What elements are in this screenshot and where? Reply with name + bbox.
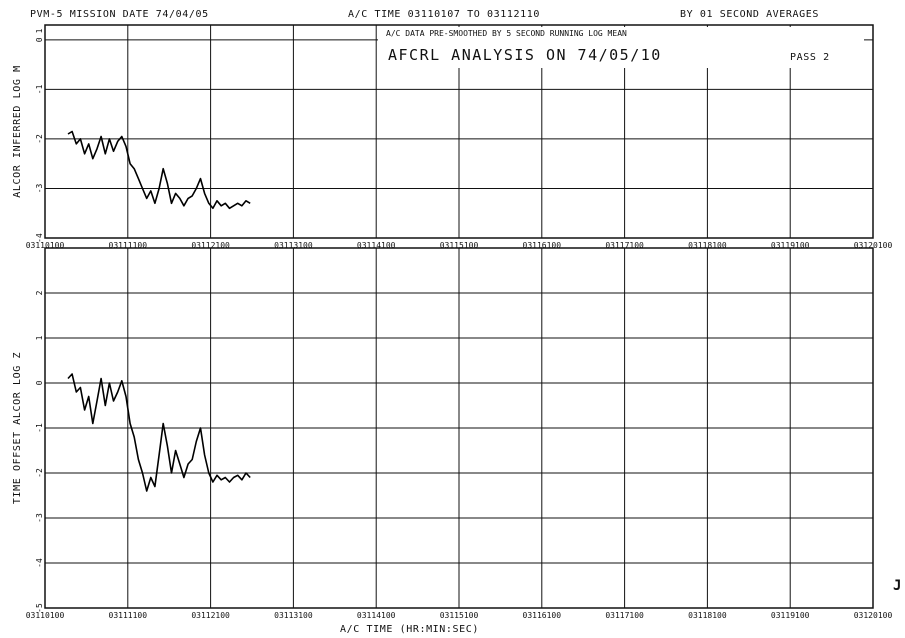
y-tick-label: -4: [35, 233, 44, 243]
y-tick-label: -2: [35, 468, 44, 478]
ac-time-range: A/C TIME 03110107 TO 03112110: [348, 9, 540, 20]
y-tick-label: -5: [35, 603, 44, 613]
x-tick-label: 03111100: [109, 241, 148, 250]
x-tick-label: 03118100: [688, 241, 727, 250]
x-tick-label: 03116100: [523, 241, 562, 250]
x-axis-label: A/C TIME (HR:MIN:SEC): [340, 624, 479, 635]
y-tick-label: 2: [35, 290, 44, 295]
data-trace: [67, 373, 251, 492]
smoothing-note: A/C DATA PRE-SMOOTHED BY 5 SECOND RUNNIN…: [386, 29, 627, 38]
x-tick-label: 03119100: [771, 241, 810, 250]
x-tick-label: 03114100: [357, 611, 396, 620]
y-tick-label: -1: [35, 423, 44, 433]
y-axis-label: ALCOR INFERRED LOG M: [12, 65, 23, 197]
annotation-box: [378, 27, 864, 68]
bottom-panel: 03110100 03111100 03112100 03113100 03114100…: [12, 247, 893, 620]
x-tick-label: 03120100: [854, 611, 893, 620]
x-tick-label: 03117100: [605, 241, 644, 250]
y-tick-label: 1: [35, 28, 44, 33]
x-tick-label: 03118100: [688, 611, 727, 620]
y-tick-label: -3: [35, 183, 44, 193]
x-tick-label: 03110100: [26, 611, 65, 620]
y-tick-label: 1: [35, 335, 44, 340]
y-tick-label: -1: [35, 84, 44, 94]
analysis-note: AFCRL ANALYSIS ON 74/05/10: [388, 46, 662, 64]
x-tick-label: 03116100: [523, 611, 562, 620]
x-tick-label: 03115100: [440, 241, 479, 250]
y-tick-label: -2: [35, 134, 44, 144]
x-tick-label: 03112100: [191, 241, 230, 250]
x-tick-label: 03113100: [274, 241, 313, 250]
y-tick-label: 0: [35, 380, 44, 385]
x-tick-label: 03112100: [191, 611, 230, 620]
pass-label: PASS 2: [790, 52, 830, 63]
x-tick-label: 03110100: [26, 241, 65, 250]
data-trace: [67, 130, 251, 210]
x-tick-label: 03120100: [854, 241, 893, 250]
x-tick-label: 03117100: [605, 611, 644, 620]
y-tick-label: -4: [35, 558, 44, 568]
corner-mark: J: [893, 578, 901, 594]
mission-title: PVM-5 MISSION DATE 74/04/05: [30, 9, 209, 20]
x-tick-label: 03115100: [440, 611, 479, 620]
y-tick-label: -3: [35, 513, 44, 523]
y-tick-label: 0: [35, 37, 44, 42]
x-tick-label: 03114100: [357, 241, 396, 250]
x-tick-label: 03111100: [109, 611, 148, 620]
y-axis-label: TIME OFFSET ALCOR LOG Z: [12, 352, 23, 504]
averaging-note: BY 01 SECOND AVERAGES: [680, 9, 819, 20]
x-tick-label: 03119100: [771, 611, 810, 620]
x-tick-label: 03113100: [274, 611, 313, 620]
